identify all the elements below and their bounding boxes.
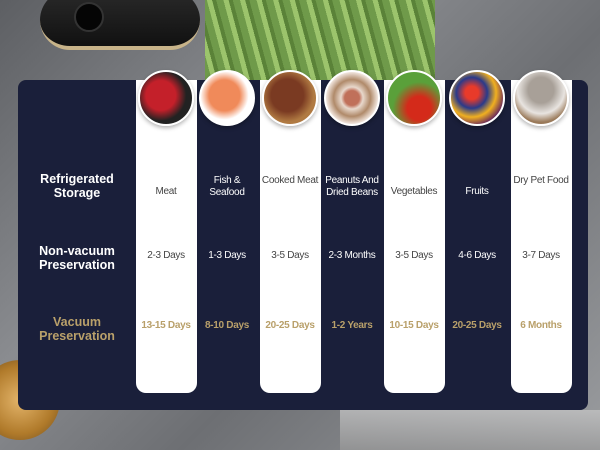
cell-food: Peanuts And Dried Beans <box>325 175 379 198</box>
cell-non-vacuum: 3-5 Days <box>271 250 309 261</box>
asparagus-photo <box>205 0 435 82</box>
cell-food: Fish & Seafood <box>209 175 245 198</box>
cell-vacuum: 6 Months <box>520 320 562 331</box>
cat-photo <box>513 70 569 126</box>
cell-food: Vegetables <box>390 186 438 197</box>
cell-food: Dry Pet Food <box>513 175 569 186</box>
cell-non-vacuum: 2-3 Months <box>328 250 376 261</box>
column-cat <box>511 80 572 393</box>
column-beans <box>322 80 383 393</box>
cell-non-vacuum: 3-7 Days <box>522 250 560 261</box>
cell-food: Meat <box>155 186 177 197</box>
beans-photo <box>324 70 380 126</box>
cell-non-vacuum: 1-3 Days <box>208 250 246 261</box>
cell-food: Cooked Meat <box>261 175 319 186</box>
cell-non-vacuum: 4-6 Days <box>458 250 496 261</box>
vegetables-photo <box>386 70 442 126</box>
column-salmon <box>197 80 258 393</box>
steak-photo <box>262 70 318 126</box>
cell-vacuum: 20-25 Days <box>452 320 502 331</box>
cell-vacuum: 13-15 Days <box>141 320 191 331</box>
column-steak <box>260 80 321 393</box>
row-label-vacuum: Vacuum Preservation <box>39 315 115 343</box>
vacuum-bag-photo <box>340 410 600 450</box>
cell-vacuum: 20-25 Days <box>265 320 315 331</box>
column-vegetables <box>384 80 445 393</box>
cell-non-vacuum: 2-3 Days <box>147 250 185 261</box>
cell-vacuum: 8-10 Days <box>205 320 249 331</box>
fruits-photo <box>449 70 505 126</box>
row-label-storage: Refrigerated Storage <box>40 172 114 200</box>
cell-food: Fruits <box>465 186 489 197</box>
column-fruits <box>447 80 508 393</box>
raw-meat-photo <box>138 70 194 126</box>
row-label-non-vacuum: Non-vacuum Preservation <box>39 244 115 272</box>
vacuum-sealer-photo <box>40 0 200 50</box>
cell-non-vacuum: 3-5 Days <box>395 250 433 261</box>
cell-vacuum: 10-15 Days <box>389 320 439 331</box>
salmon-photo <box>199 70 255 126</box>
column-raw-meat <box>136 80 197 393</box>
cell-vacuum: 1-2 Years <box>331 320 373 331</box>
